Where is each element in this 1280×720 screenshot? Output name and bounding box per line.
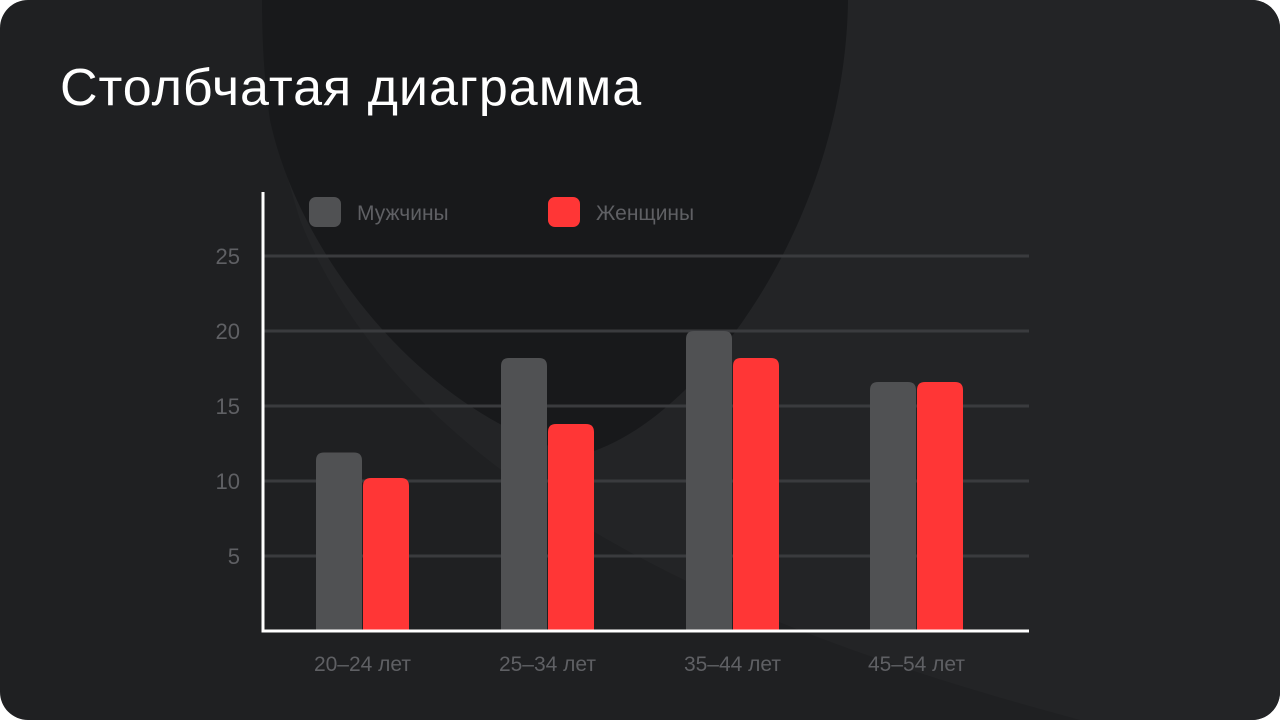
bar-men [316,452,362,631]
y-tick-label: 10 [216,469,240,494]
y-tick-label: 15 [216,394,240,419]
legend-label-women: Женщины [596,202,694,225]
slide-title: Столбчатая диаграмма [60,59,643,117]
bar-women [548,424,594,631]
bar-women [363,478,409,631]
bar-women [917,382,963,631]
y-tick-label: 5 [228,544,240,569]
bar-men [501,358,547,631]
bar-men [870,382,916,631]
x-tick-label: 45–54 лет [868,653,965,676]
bar-men [686,331,732,631]
x-tick-label: 20–24 лет [314,653,411,676]
x-tick-label: 35–44 лет [684,653,781,676]
y-tick-label: 25 [216,244,240,269]
legend-label-men: Мужчины [357,202,449,225]
legend-swatch-women [548,197,580,227]
legend-swatch-men [309,197,341,227]
x-tick-label: 25–34 лет [499,653,596,676]
y-tick-label: 20 [216,319,240,344]
bar-women [733,358,779,631]
